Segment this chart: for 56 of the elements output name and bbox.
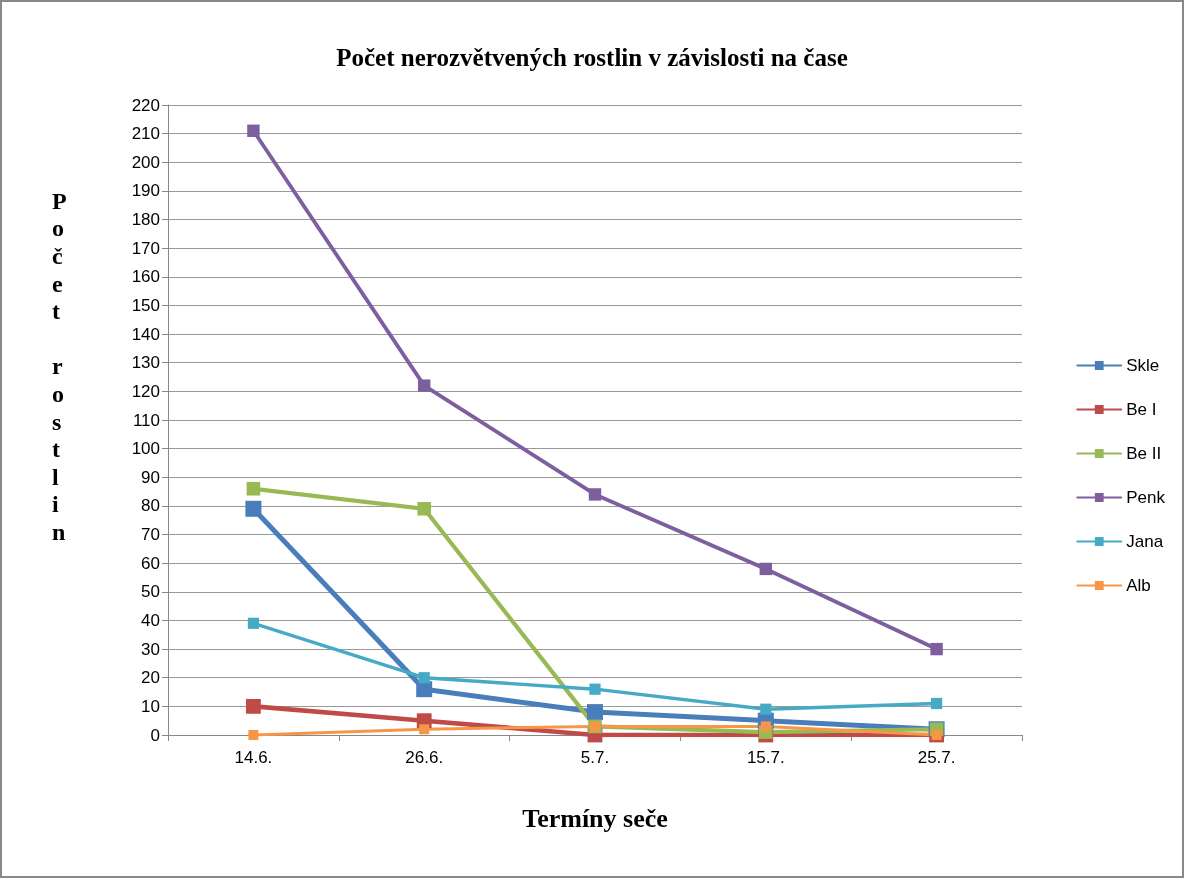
y-tick-label: 110 — [132, 410, 160, 430]
y-tick-label: 100 — [131, 439, 160, 459]
y-tick-label: 20 — [141, 668, 160, 688]
point — [247, 617, 259, 629]
y-tick-label: 80 — [141, 496, 160, 516]
point — [419, 724, 430, 735]
y-tick-label: 60 — [141, 553, 160, 573]
x-tick-label: 15.7. — [746, 748, 785, 767]
point — [587, 704, 603, 721]
point — [418, 672, 430, 684]
point — [248, 730, 259, 740]
point — [416, 681, 433, 698]
point — [246, 481, 261, 496]
x-axis-title: Termíny seče — [522, 803, 668, 833]
legend-label: Jana — [1126, 532, 1164, 551]
x-tick-label: 26.6. — [405, 748, 444, 767]
y-tick-label: 160 — [131, 267, 160, 287]
point — [588, 488, 602, 501]
point — [247, 124, 260, 137]
point — [760, 721, 771, 732]
chart-title: Počet nerozvětvených rostlin v závislosti na čase — [336, 44, 848, 71]
y-tick-label: 220 — [131, 95, 160, 115]
point — [245, 500, 262, 517]
point — [589, 683, 601, 695]
text: Počet rostlin — [52, 187, 67, 545]
point — [930, 642, 943, 656]
y-tick-label: 200 — [131, 152, 160, 172]
y-tick-label: 90 — [141, 467, 160, 487]
y-tick-label: 0 — [150, 725, 160, 745]
y-tick-label: 140 — [131, 324, 160, 344]
point — [760, 703, 772, 715]
y-tick-label: 40 — [141, 610, 160, 630]
y-tick-label: 70 — [141, 525, 160, 545]
y-tick-label: 150 — [131, 295, 160, 315]
x-tick-label: 25.7. — [917, 748, 956, 767]
point — [931, 697, 943, 710]
x-tick-label: 5.7. — [580, 748, 610, 767]
legend-label: Skle — [1126, 356, 1160, 375]
y-tick-label: 120 — [131, 381, 160, 401]
y-tick-label: 50 — [141, 582, 160, 602]
point — [759, 562, 772, 576]
legend-label: Alb — [1126, 576, 1151, 595]
x-tick-label: 14.6. — [234, 748, 273, 767]
y-tick-label: 10 — [141, 696, 160, 716]
y-tick-label: 210 — [131, 124, 160, 144]
y-tick-label: 130 — [131, 353, 160, 373]
legend-label: Be II — [1126, 444, 1162, 463]
y-tick-label: 190 — [131, 181, 160, 201]
legend-label: Penk — [1126, 488, 1166, 507]
legend-label: Be I — [1126, 400, 1157, 419]
point — [418, 379, 431, 392]
y-tick-label: 170 — [131, 238, 160, 258]
point — [417, 501, 431, 516]
y-tick-label: 180 — [131, 210, 160, 230]
point — [246, 698, 261, 714]
y-tick-label: 30 — [141, 639, 160, 659]
